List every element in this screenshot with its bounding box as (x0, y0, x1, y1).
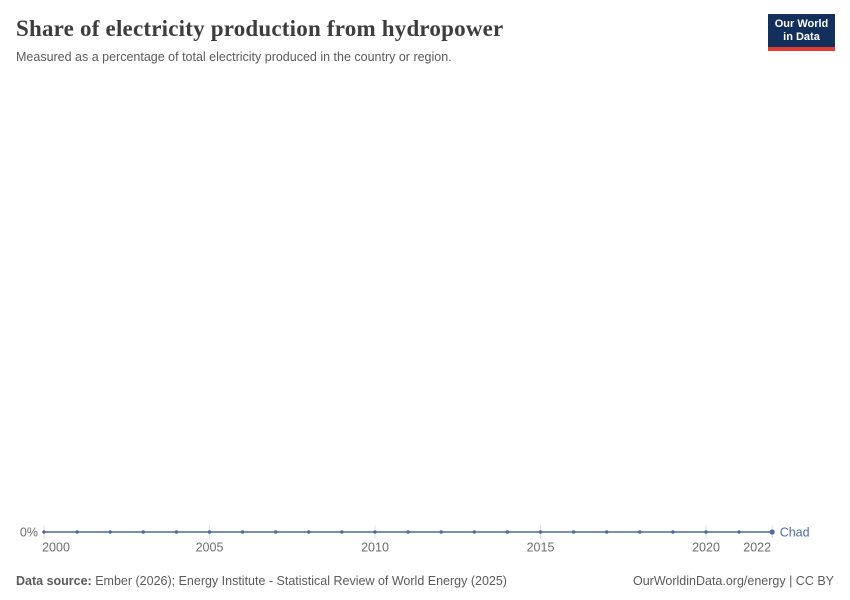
data-point[interactable] (240, 530, 245, 534)
data-source-text: Ember (2026); Energy Institute - Statist… (91, 574, 507, 588)
data-point[interactable] (571, 530, 576, 534)
x-axis-tick-label: 2010 (361, 541, 389, 555)
data-point[interactable] (274, 530, 278, 534)
chart-header: Share of electricity production from hyd… (0, 0, 850, 65)
data-point-end[interactable] (769, 529, 775, 535)
data-point[interactable] (538, 530, 543, 534)
data-point[interactable] (605, 530, 609, 534)
data-point[interactable] (638, 530, 642, 534)
data-point[interactable] (174, 530, 179, 534)
x-axis-tick-label: 2005 (196, 541, 224, 555)
owid-logo[interactable]: Our World in Data (768, 14, 835, 51)
page-title: Share of electricity production from hyd… (16, 16, 504, 41)
chart-footer: Data source: Ember (2026); Energy Instit… (0, 574, 850, 589)
data-point[interactable] (340, 530, 344, 534)
x-axis-tick-label: 2022 (743, 541, 771, 555)
data-point[interactable] (737, 530, 741, 534)
chart-subtitle: Measured as a percentage of total electr… (16, 50, 452, 64)
x-axis-tick-label: 2020 (692, 541, 720, 555)
data-point[interactable] (307, 530, 311, 534)
y-axis-tick-label: 0% (20, 526, 38, 540)
data-point[interactable] (108, 530, 112, 534)
data-point[interactable] (42, 530, 46, 534)
data-point[interactable] (75, 530, 79, 534)
data-point[interactable] (373, 530, 377, 534)
data-point[interactable] (505, 530, 510, 534)
x-axis-tick-label: 2000 (42, 541, 70, 555)
data-point[interactable] (704, 530, 708, 534)
data-source-note: Data source: Ember (2026); Energy Instit… (16, 574, 507, 589)
data-point[interactable] (671, 530, 675, 534)
data-point[interactable] (472, 530, 476, 534)
logo-line2: in Data (783, 30, 820, 43)
data-point[interactable] (439, 530, 443, 534)
data-point[interactable] (406, 530, 410, 534)
data-point[interactable] (207, 530, 212, 534)
entity-label[interactable]: Chad (780, 526, 810, 540)
x-axis-tick-label: 2015 (527, 541, 555, 555)
license-note[interactable]: OurWorldinData.org/energy | CC BY (632, 574, 834, 588)
logo-line1: Our World (774, 17, 829, 30)
data-point[interactable] (141, 530, 145, 534)
data-source-label: Data source: (16, 574, 92, 588)
